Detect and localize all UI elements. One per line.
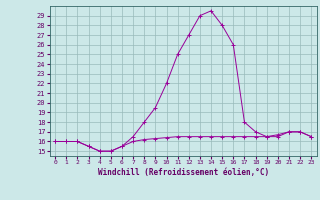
X-axis label: Windchill (Refroidissement éolien,°C): Windchill (Refroidissement éolien,°C)	[98, 168, 269, 177]
